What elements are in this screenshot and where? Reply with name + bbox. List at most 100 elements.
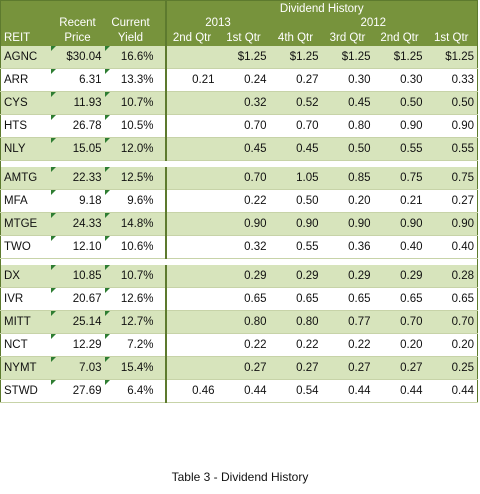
dividend-cell: 0.21 xyxy=(373,189,426,213)
cell-flag-icon xyxy=(50,311,56,316)
dividend-cell xyxy=(165,310,218,334)
row-separator xyxy=(156,46,167,69)
dividend-history-table: Dividend History Recent Current 2013 201… xyxy=(0,0,479,403)
row-separator xyxy=(156,91,167,115)
yield-cell: 9.6% xyxy=(104,189,157,213)
row-separator xyxy=(156,212,167,236)
cell-flag-icon xyxy=(104,190,110,195)
group-spacer xyxy=(0,258,478,265)
cell-flag-icon xyxy=(50,138,56,143)
dividend-cell: 0.50 xyxy=(425,91,478,115)
dividend-cell: 0.40 xyxy=(373,235,426,259)
dividend-cell: 0.90 xyxy=(321,212,374,236)
dividend-cell: 0.54 xyxy=(269,379,322,403)
table-row: TWO 12.10 10.6% 0.32 0.55 0.36 0.40 0.40 xyxy=(0,235,478,259)
price-cell: 26.78 xyxy=(50,114,105,138)
dividend-cell xyxy=(165,137,218,161)
cell-flag-icon xyxy=(50,69,56,74)
table-row: IVR 20.67 12.6% 0.65 0.65 0.65 0.65 0.65 xyxy=(0,287,478,311)
dividend-cell: 0.20 xyxy=(425,333,478,357)
reit-cell: DX xyxy=(0,265,51,288)
dividend-cell: 0.28 xyxy=(425,265,478,288)
dividend-cell: $1.25 xyxy=(321,46,374,69)
dividend-cell xyxy=(165,356,218,380)
cell-flag-icon xyxy=(50,92,56,97)
quarter-heading: 2nd Qtr xyxy=(165,30,218,46)
row-separator xyxy=(156,235,167,259)
dividend-cell: 0.65 xyxy=(321,287,374,311)
row-separator xyxy=(156,167,167,190)
dividend-cell: 0.90 xyxy=(373,114,426,138)
reit-cell: MFA xyxy=(0,189,51,213)
reit-cell: STWD xyxy=(0,379,51,403)
price-cell: 15.05 xyxy=(50,137,105,161)
dividend-cell: 0.24 xyxy=(217,68,270,92)
dividend-cell: 0.50 xyxy=(269,189,322,213)
table-row: DX 10.85 10.7% 0.29 0.29 0.29 0.29 0.28 xyxy=(0,265,478,288)
dividend-cell: 0.44 xyxy=(373,379,426,403)
cell-flag-icon xyxy=(104,334,110,339)
header-row-top: Dividend History xyxy=(0,0,478,16)
quarter-heading: 3rd Qtr xyxy=(321,30,374,46)
group-spacer-cell xyxy=(0,160,478,167)
dividend-cell: 0.90 xyxy=(425,212,478,236)
price-cell: 7.03 xyxy=(50,356,105,380)
cell-flag-icon xyxy=(104,213,110,218)
dividend-cell: 1.05 xyxy=(269,167,322,190)
dividend-cell: $1.25 xyxy=(269,46,322,69)
reit-heading: REIT xyxy=(0,30,51,46)
table-row: AGNC $30.04 16.6% $1.25 $1.25 $1.25 $1.25 $1.25 xyxy=(0,46,478,69)
dividend-cell: 0.29 xyxy=(321,265,374,288)
table-row: NCT 12.29 7.2% 0.22 0.22 0.22 0.20 0.20 xyxy=(0,333,478,357)
reit-cell: NCT xyxy=(0,333,51,357)
cell-flag-icon xyxy=(104,357,110,362)
dividend-cell: 0.46 xyxy=(165,379,218,403)
price-cell: 10.85 xyxy=(50,265,105,288)
dividend-cell: 0.22 xyxy=(217,333,270,357)
yield-heading: Yield xyxy=(104,30,157,46)
dividend-cell xyxy=(165,212,218,236)
dividend-cell: 0.29 xyxy=(269,265,322,288)
reit-cell: TWO xyxy=(0,235,51,259)
table-row: STWD 27.69 6.4% 0.46 0.44 0.54 0.44 0.44 0.44 xyxy=(0,379,478,403)
dividend-cell xyxy=(165,189,218,213)
year-2013-heading: 2013 xyxy=(165,16,270,30)
dividend-cell: 0.27 xyxy=(269,68,322,92)
table-row: MITT 25.14 12.7% 0.80 0.80 0.77 0.70 0.70 xyxy=(0,310,478,334)
recent-heading: Recent xyxy=(50,16,105,30)
reit-cell: NLY xyxy=(0,137,51,161)
yield-cell: 12.0% xyxy=(104,137,157,161)
price-cell: 24.33 xyxy=(50,212,105,236)
yield-cell: 10.7% xyxy=(104,265,157,288)
cell-flag-icon xyxy=(50,288,56,293)
dividend-cell: 0.75 xyxy=(373,167,426,190)
dividend-cell: 0.29 xyxy=(373,265,426,288)
dividend-cell: 0.30 xyxy=(321,68,374,92)
price-cell: 12.29 xyxy=(50,333,105,357)
dividend-cell xyxy=(165,287,218,311)
dividend-cell: 0.52 xyxy=(269,91,322,115)
price-cell: 20.67 xyxy=(50,287,105,311)
dividend-cell xyxy=(165,167,218,190)
cell-flag-icon xyxy=(50,115,56,120)
group-spacer-cell xyxy=(0,258,478,265)
row-separator xyxy=(156,356,167,380)
dividend-cell xyxy=(165,46,218,69)
cell-flag-icon xyxy=(104,311,110,316)
dividend-cell: 0.70 xyxy=(373,310,426,334)
year-2012-heading: 2012 xyxy=(269,16,478,30)
cell-flag-icon xyxy=(104,167,110,172)
cell-flag-icon xyxy=(50,167,56,172)
table-row: CYS 11.93 10.7% 0.32 0.52 0.45 0.50 0.50 xyxy=(0,91,478,115)
cell-flag-icon xyxy=(50,380,56,385)
reit-cell: AMTG xyxy=(0,167,51,190)
price-cell: 27.69 xyxy=(50,379,105,403)
header-blank xyxy=(0,0,51,16)
dividend-cell: 0.27 xyxy=(217,356,270,380)
yield-cell: 13.3% xyxy=(104,68,157,92)
dividend-cell: 0.85 xyxy=(321,167,374,190)
dividend-cell: 0.29 xyxy=(217,265,270,288)
table-row: MTGE 24.33 14.8% 0.90 0.90 0.90 0.90 0.90 xyxy=(0,212,478,236)
table-row: MFA 9.18 9.6% 0.22 0.50 0.20 0.21 0.27 xyxy=(0,189,478,213)
dividend-cell: 0.20 xyxy=(373,333,426,357)
